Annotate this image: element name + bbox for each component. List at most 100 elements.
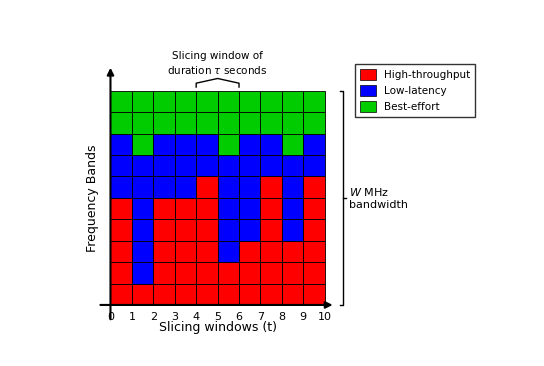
Bar: [132, 134, 153, 155]
Bar: [132, 198, 153, 219]
Bar: [153, 91, 175, 112]
Bar: [175, 91, 196, 112]
Bar: [153, 155, 175, 176]
Bar: [282, 134, 304, 155]
Text: 7: 7: [257, 313, 264, 322]
Bar: [175, 134, 196, 155]
Bar: [282, 262, 304, 284]
Bar: [110, 134, 132, 155]
Bar: [110, 284, 132, 305]
Bar: [282, 91, 304, 112]
Text: 0: 0: [107, 313, 114, 322]
Bar: [218, 198, 239, 219]
Text: 6: 6: [236, 313, 243, 322]
Bar: [282, 219, 304, 241]
Bar: [304, 219, 325, 241]
Bar: [261, 91, 282, 112]
Bar: [282, 155, 304, 176]
Bar: [175, 176, 196, 198]
Bar: [175, 155, 196, 176]
Bar: [110, 91, 132, 112]
Bar: [304, 198, 325, 219]
Bar: [282, 198, 304, 219]
Bar: [239, 155, 261, 176]
Text: 5: 5: [214, 313, 221, 322]
Bar: [261, 241, 282, 262]
Bar: [261, 112, 282, 134]
Bar: [175, 284, 196, 305]
Bar: [218, 112, 239, 134]
Bar: [153, 198, 175, 219]
Bar: [110, 262, 132, 284]
Bar: [132, 284, 153, 305]
Bar: [175, 219, 196, 241]
Bar: [175, 112, 196, 134]
Bar: [218, 219, 239, 241]
Bar: [110, 198, 132, 219]
Bar: [196, 284, 218, 305]
Bar: [304, 112, 325, 134]
Bar: [153, 176, 175, 198]
Bar: [304, 176, 325, 198]
Bar: [282, 112, 304, 134]
Bar: [261, 219, 282, 241]
Text: 4: 4: [193, 313, 200, 322]
Bar: [218, 134, 239, 155]
Bar: [239, 134, 261, 155]
Bar: [132, 112, 153, 134]
Bar: [239, 219, 261, 241]
Bar: [239, 262, 261, 284]
Bar: [196, 262, 218, 284]
Bar: [153, 241, 175, 262]
Text: 10: 10: [318, 313, 332, 322]
Text: 9: 9: [300, 313, 307, 322]
Bar: [132, 219, 153, 241]
Bar: [175, 262, 196, 284]
Bar: [153, 112, 175, 134]
Bar: [153, 134, 175, 155]
Text: 8: 8: [279, 313, 286, 322]
Text: 3: 3: [171, 313, 178, 322]
Bar: [218, 176, 239, 198]
Bar: [261, 284, 282, 305]
Bar: [132, 241, 153, 262]
Bar: [304, 134, 325, 155]
Bar: [239, 241, 261, 262]
Bar: [196, 198, 218, 219]
Bar: [304, 155, 325, 176]
Legend: High-throughput, Low-latency, Best-effort: High-throughput, Low-latency, Best-effor…: [355, 64, 475, 117]
Text: Slicing window of
duration $\tau$ seconds: Slicing window of duration $\tau$ second…: [168, 51, 268, 76]
Bar: [132, 155, 153, 176]
Bar: [175, 241, 196, 262]
Bar: [218, 262, 239, 284]
Bar: [282, 176, 304, 198]
Bar: [218, 155, 239, 176]
Bar: [196, 219, 218, 241]
Bar: [239, 176, 261, 198]
Bar: [196, 91, 218, 112]
Bar: [110, 219, 132, 241]
Bar: [110, 155, 132, 176]
Bar: [239, 284, 261, 305]
Bar: [218, 91, 239, 112]
Bar: [132, 262, 153, 284]
Bar: [110, 176, 132, 198]
Bar: [282, 284, 304, 305]
Bar: [110, 241, 132, 262]
Text: 2: 2: [150, 313, 157, 322]
Bar: [153, 219, 175, 241]
Bar: [153, 284, 175, 305]
Bar: [261, 176, 282, 198]
Bar: [304, 241, 325, 262]
Bar: [261, 198, 282, 219]
Bar: [175, 198, 196, 219]
Bar: [196, 134, 218, 155]
Bar: [132, 176, 153, 198]
Bar: [304, 262, 325, 284]
Bar: [304, 91, 325, 112]
Bar: [196, 241, 218, 262]
Bar: [261, 155, 282, 176]
Text: Slicing windows (t): Slicing windows (t): [159, 321, 276, 334]
Bar: [239, 198, 261, 219]
Bar: [304, 284, 325, 305]
